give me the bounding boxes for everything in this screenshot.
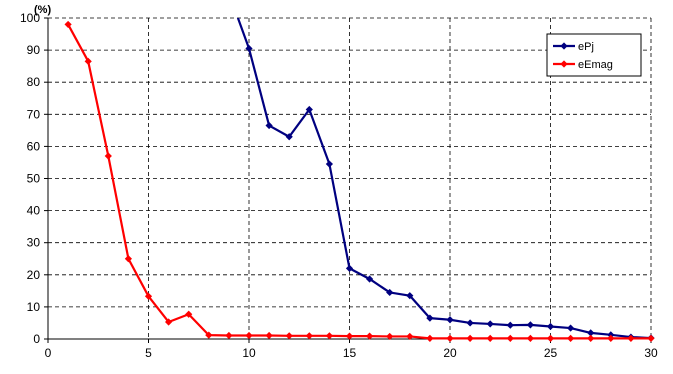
x-tick-label: 10 bbox=[242, 346, 256, 360]
legend-box bbox=[546, 33, 642, 77]
y-tick-label: 40 bbox=[27, 204, 41, 218]
data-point-ePj bbox=[506, 321, 514, 329]
data-point-eEmag bbox=[486, 334, 494, 342]
series-group bbox=[64, 17, 655, 342]
data-point-eEmag bbox=[245, 331, 253, 340]
data-point-ePj bbox=[245, 44, 253, 53]
data-point-eEmag bbox=[124, 255, 132, 263]
y-tick-label: 100 bbox=[20, 11, 40, 25]
data-point-eEmag bbox=[84, 57, 92, 65]
series-eEmag bbox=[64, 20, 655, 342]
data-point-ePj bbox=[426, 314, 434, 322]
data-point-eEmag bbox=[345, 332, 354, 340]
grid bbox=[48, 17, 652, 339]
data-point-ePj bbox=[325, 160, 333, 168]
data-point-eEmag bbox=[305, 332, 313, 340]
y-tick-label: 60 bbox=[27, 139, 41, 153]
data-point-ePj bbox=[446, 316, 454, 324]
data-point-eEmag bbox=[546, 334, 555, 342]
data-point-eEmag bbox=[185, 310, 193, 318]
data-point-eEmag bbox=[446, 334, 454, 342]
data-point-eEmag bbox=[144, 292, 153, 300]
data-point-eEmag bbox=[225, 331, 233, 340]
data-point-eEmag bbox=[506, 334, 514, 342]
y-axis-unit-label: (%) bbox=[34, 4, 51, 16]
data-point-ePj bbox=[466, 319, 474, 327]
data-point-ePj bbox=[366, 275, 374, 283]
y-tick-label: 90 bbox=[27, 43, 41, 57]
data-point-ePj bbox=[386, 288, 394, 297]
data-point-eEmag bbox=[386, 332, 394, 341]
y-tick-label: 50 bbox=[27, 172, 41, 186]
x-tick-label: 20 bbox=[443, 346, 457, 360]
data-point-eEmag bbox=[627, 334, 635, 342]
data-point-eEmag bbox=[64, 20, 72, 29]
data-point-ePj bbox=[406, 292, 414, 300]
data-point-ePj bbox=[285, 133, 293, 141]
data-point-ePj bbox=[587, 329, 595, 337]
data-point-eEmag bbox=[325, 332, 333, 340]
data-point-eEmag bbox=[104, 152, 112, 160]
x-tick-label: 25 bbox=[544, 346, 558, 360]
y-tick-label: 80 bbox=[27, 75, 41, 89]
data-point-eEmag bbox=[567, 334, 575, 342]
legend: ePj eEmag bbox=[546, 33, 642, 77]
data-point-ePj bbox=[265, 121, 273, 130]
data-point-eEmag bbox=[647, 334, 655, 342]
y-tick-label: 10 bbox=[27, 300, 41, 314]
data-point-eEmag bbox=[406, 332, 414, 341]
x-tick-label: 30 bbox=[644, 346, 658, 360]
tick-labels: 0 10 20 30 40 50 60 70 80 90 100 0 5 10 15 20 25 30 bbox=[20, 11, 658, 360]
data-point-ePj bbox=[567, 324, 575, 332]
data-point-eEmag bbox=[587, 334, 595, 342]
data-point-eEmag bbox=[426, 334, 434, 342]
x-tick-label: 5 bbox=[145, 346, 152, 360]
x-tick-label: 15 bbox=[343, 346, 357, 360]
legend-label-ePj: ePj bbox=[578, 41, 594, 53]
data-point-ePj bbox=[305, 105, 313, 114]
x-tick-label: 0 bbox=[45, 346, 52, 360]
legend-label-eEmag: eEmag bbox=[578, 59, 613, 71]
data-point-ePj bbox=[546, 322, 555, 331]
series-line-ePj bbox=[236, 17, 652, 340]
y-tick-label: 70 bbox=[27, 107, 41, 121]
data-point-eEmag bbox=[607, 334, 615, 342]
data-point-eEmag bbox=[526, 334, 534, 342]
data-point-eEmag bbox=[466, 334, 474, 342]
data-point-eEmag bbox=[285, 332, 293, 340]
data-point-ePj bbox=[345, 264, 354, 272]
data-point-eEmag bbox=[205, 331, 213, 339]
data-point-eEmag bbox=[265, 331, 273, 340]
y-tick-label: 30 bbox=[27, 236, 41, 250]
data-point-eEmag bbox=[366, 332, 374, 340]
legend-marker-ePj bbox=[560, 42, 568, 50]
data-point-eEmag bbox=[165, 318, 173, 326]
legend-marker-eEmag bbox=[560, 60, 568, 68]
y-tick-label: 20 bbox=[27, 268, 41, 282]
data-point-ePj bbox=[526, 321, 534, 329]
data-point-ePj bbox=[486, 320, 494, 328]
y-tick-label: 0 bbox=[33, 332, 40, 346]
